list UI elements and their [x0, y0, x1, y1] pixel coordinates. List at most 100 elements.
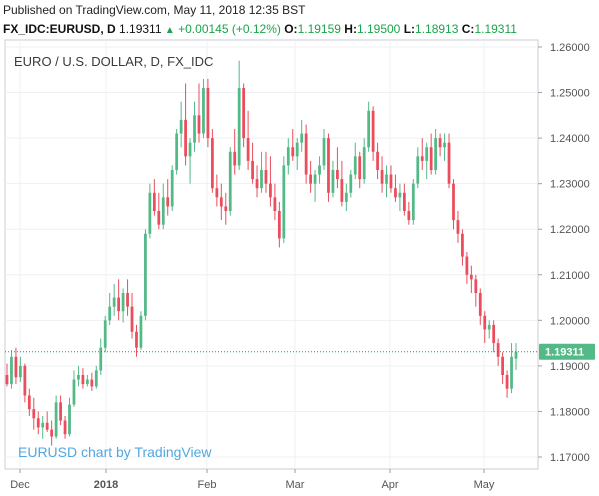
- open-label: O:: [284, 22, 298, 36]
- candle-body: [353, 156, 357, 175]
- candle-body: [487, 324, 491, 330]
- candle-body: [50, 429, 54, 437]
- y-tick-label: 1.22000: [550, 224, 590, 236]
- last-price-label: 1.19311: [545, 347, 584, 359]
- candle-body: [295, 142, 299, 157]
- candle-body: [385, 174, 388, 184]
- candle-body: [45, 422, 49, 430]
- candle-body: [416, 156, 420, 184]
- candle-body: [331, 170, 335, 193]
- candle-body: [99, 347, 103, 371]
- candle-body: [255, 179, 259, 189]
- x-tick-label: Feb: [198, 479, 217, 491]
- candle-body: [394, 188, 397, 198]
- candle-body: [344, 192, 348, 202]
- y-tick-label: 1.23000: [550, 179, 590, 191]
- candle-body: [309, 174, 312, 184]
- candle-body: [54, 402, 58, 437]
- candle-body: [469, 274, 473, 280]
- candle-body: [193, 115, 196, 143]
- candle-body: [23, 365, 27, 396]
- candle-body: [336, 170, 339, 180]
- chart-header: Published on TradingView.com, May 11, 20…: [0, 0, 599, 40]
- candle-body: [179, 119, 183, 134]
- candle-body: [478, 293, 482, 316]
- candle-body: [237, 88, 241, 166]
- candle-body: [90, 379, 94, 387]
- candle-body: [228, 151, 232, 211]
- candle-body: [286, 147, 290, 166]
- candle-body: [465, 256, 469, 275]
- candle-body: [358, 156, 362, 180]
- x-tick-label: 2018: [94, 479, 118, 491]
- candle-body: [304, 133, 308, 175]
- candle-body: [41, 422, 45, 428]
- candle-body: [36, 418, 40, 428]
- candle-body: [456, 220, 460, 234]
- x-tick-label: Mar: [286, 479, 305, 491]
- change-value: +0.00145 (+0.12%): [178, 22, 281, 36]
- y-tick-label: 1.24000: [550, 133, 590, 145]
- last-price: 1.19311: [119, 22, 162, 36]
- candle-body: [77, 375, 80, 380]
- candle-body: [514, 351, 518, 359]
- candle-body: [175, 133, 179, 170]
- candles: [5, 60, 518, 446]
- plot-area: [4, 39, 539, 470]
- candle-body: [492, 324, 496, 344]
- candle-body: [63, 420, 67, 435]
- candle-body: [313, 174, 317, 184]
- low-label: L:: [403, 22, 416, 36]
- candle-body: [139, 315, 143, 348]
- candle-body: [219, 197, 223, 207]
- candle-body: [452, 183, 455, 221]
- candle-body: [277, 211, 281, 239]
- candle-body: [72, 379, 76, 405]
- x-tick-label: Dec: [10, 479, 30, 491]
- candle-body: [14, 356, 18, 378]
- candle-body: [434, 138, 438, 170]
- candle-body: [166, 197, 170, 207]
- candle-body: [215, 188, 219, 198]
- candle-body: [420, 156, 424, 161]
- candle-body: [318, 165, 321, 175]
- candle-body: [438, 138, 442, 148]
- candle-body: [126, 293, 129, 307]
- candle-body: [461, 233, 464, 257]
- candle-body: [27, 395, 31, 410]
- candle-body: [94, 370, 98, 387]
- y-tick-label: 1.19000: [550, 361, 590, 373]
- candle-body: [59, 402, 62, 421]
- candle-body: [389, 174, 393, 189]
- candle-body: [170, 170, 174, 207]
- x-tick-label: May: [474, 479, 495, 491]
- candle-body: [327, 138, 330, 193]
- candle-body: [260, 170, 263, 189]
- candle-body: [402, 192, 406, 211]
- candle-body: [376, 151, 379, 170]
- candle-body: [483, 315, 487, 330]
- candle-body: [184, 119, 187, 157]
- candle-body: [380, 170, 384, 184]
- close-label: C:: [461, 22, 475, 36]
- y-tick-label: 1.25000: [550, 88, 590, 100]
- candle-body: [269, 183, 272, 198]
- candle-body: [202, 88, 205, 134]
- candle-body: [108, 306, 112, 321]
- candle-body: [291, 147, 295, 157]
- watermark: EURUSD chart by TradingView: [18, 444, 212, 460]
- candle-body: [496, 343, 500, 357]
- candle-body: [273, 197, 277, 211]
- candle-body: [121, 293, 125, 312]
- candle-body: [148, 192, 152, 234]
- x-axis: Dec 2018 Feb Mar Apr May: [10, 469, 495, 491]
- candle-body: [349, 174, 353, 193]
- low-value: 1.18913: [415, 22, 459, 36]
- candle-body: [411, 183, 415, 221]
- candle-body: [340, 179, 344, 202]
- candle-body: [407, 211, 411, 221]
- x-tick-label: Apr: [381, 479, 398, 491]
- candle-body: [322, 138, 326, 166]
- y-tick-label: 1.20000: [550, 315, 590, 327]
